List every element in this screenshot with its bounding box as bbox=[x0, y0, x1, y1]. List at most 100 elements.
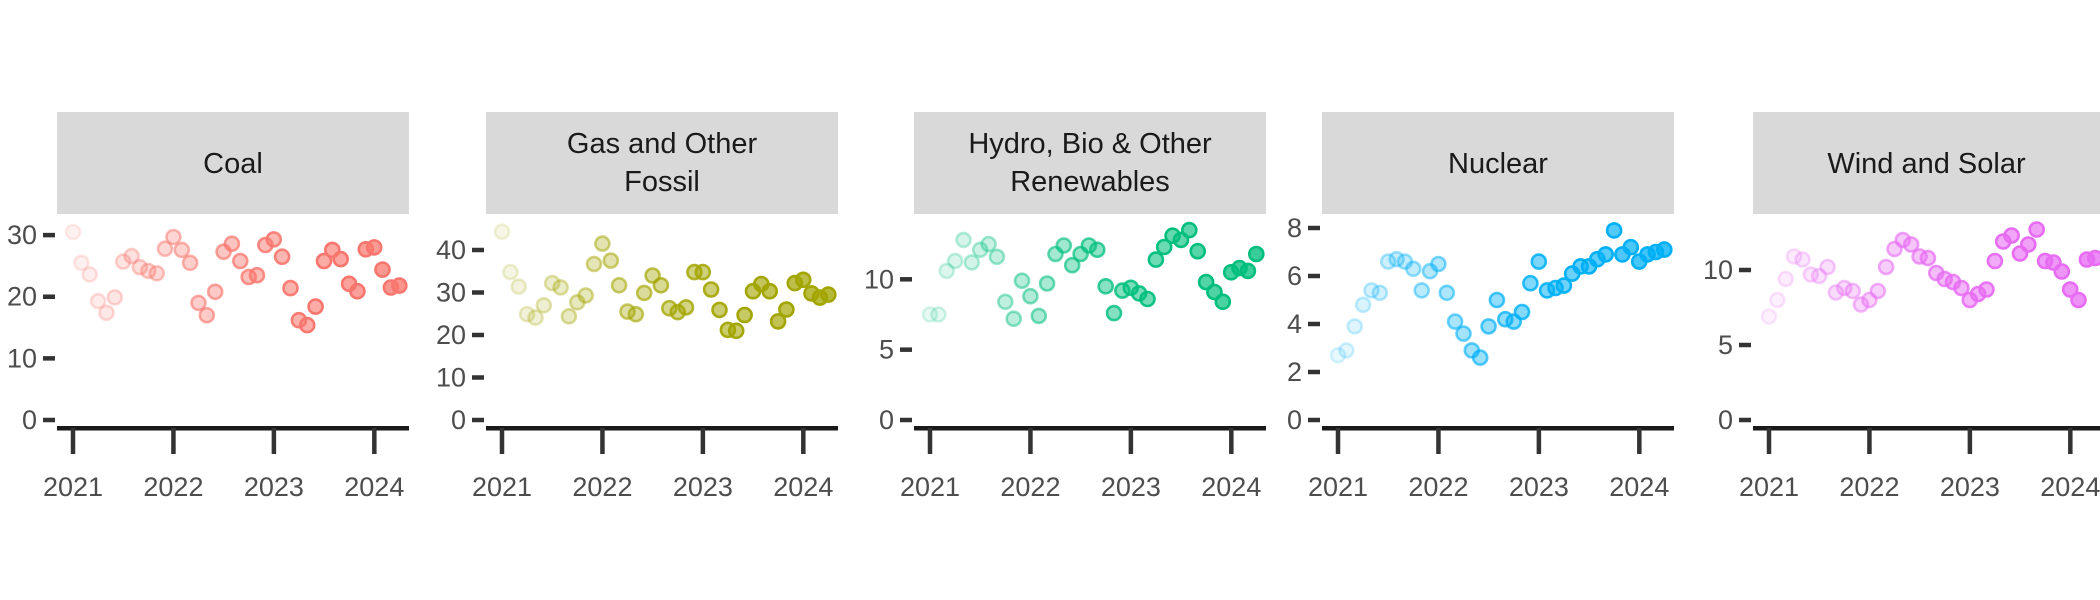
x-tick-label: 2023 bbox=[1101, 472, 1161, 502]
x-tick-mark bbox=[700, 428, 706, 454]
data-point bbox=[527, 309, 544, 326]
data-point bbox=[1022, 287, 1039, 305]
data-point bbox=[1080, 237, 1098, 254]
data-point bbox=[349, 282, 366, 300]
x-tick-label: 2023 bbox=[1940, 472, 2000, 502]
data-point bbox=[946, 252, 964, 270]
data-point bbox=[1986, 252, 2004, 270]
x-tick-label: 2024 bbox=[1201, 472, 1261, 502]
x-tick-label: 2023 bbox=[1509, 472, 1569, 502]
data-point bbox=[1894, 231, 1912, 249]
data-point bbox=[2003, 227, 2020, 244]
data-point bbox=[1248, 245, 1265, 263]
x-tick-mark bbox=[70, 428, 76, 454]
data-point bbox=[1827, 284, 1845, 301]
data-point bbox=[727, 322, 745, 340]
y-tick-label: 20 bbox=[436, 320, 466, 350]
data-point bbox=[390, 277, 408, 294]
x-tick-mark bbox=[1867, 428, 1872, 454]
y-tick-mark bbox=[43, 356, 55, 361]
y-tick-label: 5 bbox=[879, 335, 894, 365]
data-point bbox=[610, 276, 628, 294]
data-point bbox=[89, 292, 107, 310]
data-point bbox=[1354, 296, 1372, 314]
x-tick-label: 2024 bbox=[2040, 472, 2100, 502]
data-point bbox=[930, 306, 947, 323]
data-point bbox=[694, 263, 712, 281]
data-point bbox=[1597, 246, 1614, 263]
data-point bbox=[173, 241, 191, 259]
data-point bbox=[81, 266, 98, 283]
x-tick-mark bbox=[1637, 428, 1642, 454]
data-point bbox=[702, 281, 720, 298]
data-point bbox=[1455, 325, 1472, 342]
data-point bbox=[131, 258, 149, 276]
data-point bbox=[996, 293, 1014, 311]
data-point bbox=[669, 303, 687, 321]
data-point bbox=[552, 279, 569, 296]
facet-wind-and-solar: Wind and Solar 0 5 10 2021 2022 2023 2024 bbox=[1703, 112, 2100, 502]
data-point bbox=[1836, 279, 1853, 297]
data-point bbox=[1769, 291, 1786, 309]
data-point bbox=[1363, 282, 1380, 299]
data-point bbox=[2028, 221, 2045, 238]
data-point bbox=[148, 264, 165, 282]
data-point bbox=[660, 299, 678, 317]
data-point bbox=[123, 247, 140, 265]
data-point bbox=[819, 286, 837, 303]
facet-strip bbox=[1322, 112, 1674, 214]
data-point bbox=[1147, 251, 1165, 268]
y-tick-mark bbox=[900, 417, 912, 423]
data-point bbox=[1760, 308, 1778, 325]
data-point bbox=[955, 231, 972, 249]
data-point bbox=[963, 254, 981, 271]
y-tick-mark bbox=[900, 277, 912, 282]
x-tick-label: 2024 bbox=[344, 472, 404, 502]
facet-strip bbox=[914, 112, 1266, 214]
data-point bbox=[332, 250, 350, 268]
y-tick-label: 8 bbox=[1287, 213, 1302, 243]
data-point bbox=[1656, 241, 1673, 258]
y-tick-mark bbox=[472, 332, 484, 338]
data-point bbox=[1214, 293, 1232, 311]
data-point bbox=[114, 253, 132, 270]
data-point bbox=[1810, 267, 1828, 285]
data-point bbox=[980, 235, 997, 253]
data-point bbox=[711, 301, 728, 319]
data-point bbox=[1605, 222, 1623, 239]
data-point bbox=[1902, 236, 1920, 253]
data-point bbox=[64, 223, 82, 241]
data-point bbox=[577, 287, 595, 304]
data-point bbox=[2070, 291, 2087, 309]
x-tick-label: 2021 bbox=[900, 472, 960, 502]
data-point bbox=[1239, 262, 1257, 280]
x-axis-line bbox=[1753, 426, 2100, 431]
y-tick-mark bbox=[43, 232, 55, 238]
x-tick-mark bbox=[600, 428, 605, 454]
data-point bbox=[1471, 349, 1489, 366]
data-point bbox=[736, 306, 753, 324]
data-point bbox=[761, 282, 779, 300]
y-tick-mark bbox=[43, 417, 55, 423]
data-point bbox=[1379, 253, 1397, 270]
x-axis-line bbox=[1322, 426, 1674, 431]
data-point bbox=[510, 278, 528, 295]
data-point bbox=[315, 252, 333, 270]
y-tick-mark bbox=[472, 375, 484, 380]
y-tick-mark bbox=[1739, 417, 1751, 423]
data-point bbox=[1413, 282, 1430, 299]
data-point bbox=[1189, 242, 1206, 260]
x-tick-mark bbox=[1766, 428, 1772, 454]
y-tick-label: 30 bbox=[7, 220, 37, 250]
x-tick-mark bbox=[801, 428, 806, 454]
data-point bbox=[1346, 318, 1363, 335]
facet-strip bbox=[57, 112, 409, 214]
y-tick-label: 10 bbox=[1703, 255, 1733, 285]
data-point bbox=[1438, 284, 1456, 302]
x-tick-mark bbox=[499, 428, 505, 454]
data-point bbox=[518, 305, 536, 323]
data-point bbox=[298, 316, 316, 334]
x-tick-mark bbox=[1967, 428, 1973, 454]
data-point bbox=[1522, 274, 1539, 292]
data-point bbox=[1819, 258, 1836, 276]
